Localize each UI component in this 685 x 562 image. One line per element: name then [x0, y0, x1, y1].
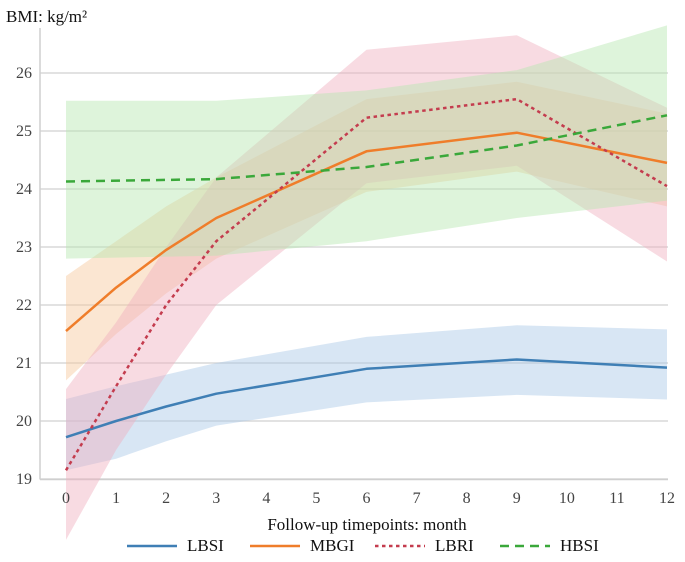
- confidence-bands: [66, 25, 667, 540]
- gridlines: [39, 28, 668, 481]
- x-tick-label-2: 2: [162, 490, 170, 507]
- x-tick-label-9: 9: [513, 490, 521, 507]
- y-tick-label-21: 21: [16, 355, 32, 372]
- line-lbsi: [65, 358, 668, 439]
- y-tick-labels: 19 20 21 22 23 24 25 26: [16, 65, 32, 488]
- y-tick-label-22: 22: [16, 297, 32, 314]
- y-tick-label-20: 20: [16, 413, 32, 430]
- x-axis-title: Follow-up timepoints: month: [267, 515, 467, 534]
- y-axis-title: BMI: kg/m²: [6, 7, 87, 26]
- x-tick-label-7: 7: [413, 490, 421, 507]
- x-tick-label-8: 8: [463, 490, 471, 507]
- x-tick-label-6: 6: [363, 490, 371, 507]
- legend-label-hbsi: HBSI: [560, 536, 599, 555]
- line-lbri: [64, 97, 668, 471]
- x-tick-label-11: 11: [609, 490, 624, 507]
- legend-label-mbgi: MBGI: [310, 536, 355, 555]
- x-tick-label-3: 3: [212, 490, 220, 507]
- y-tick-label-25: 25: [16, 123, 32, 140]
- legend-label-lbsi: LBSI: [187, 536, 224, 555]
- x-tick-label-4: 4: [262, 490, 270, 507]
- x-tick-label-0: 0: [62, 490, 70, 507]
- x-tick-label-1: 1: [112, 490, 120, 507]
- x-tick-label-12: 12: [659, 490, 675, 507]
- y-tick-label-24: 24: [16, 181, 32, 198]
- series-lines: [64, 97, 668, 471]
- line-hbsi: [65, 114, 668, 183]
- line-mbgi: [65, 131, 668, 333]
- x-tick-labels: 0 1 2 3 4 5 6 7 8 9 10 11 12: [62, 490, 675, 507]
- legend-label-lbri: LBRI: [435, 536, 474, 555]
- band-mbgi: [66, 81, 667, 381]
- band-lbri: [66, 35, 667, 540]
- y-tick-label-19: 19: [16, 471, 32, 488]
- band-hbsi: [66, 25, 667, 259]
- x-tick-label-10: 10: [559, 490, 575, 507]
- band-lbsi: [66, 325, 667, 471]
- x-tick-label-5: 5: [312, 490, 320, 507]
- legend: LBSI MBGI LBRI HBSI: [127, 536, 599, 555]
- y-tick-label-23: 23: [16, 239, 32, 256]
- y-tick-label-26: 26: [16, 65, 32, 82]
